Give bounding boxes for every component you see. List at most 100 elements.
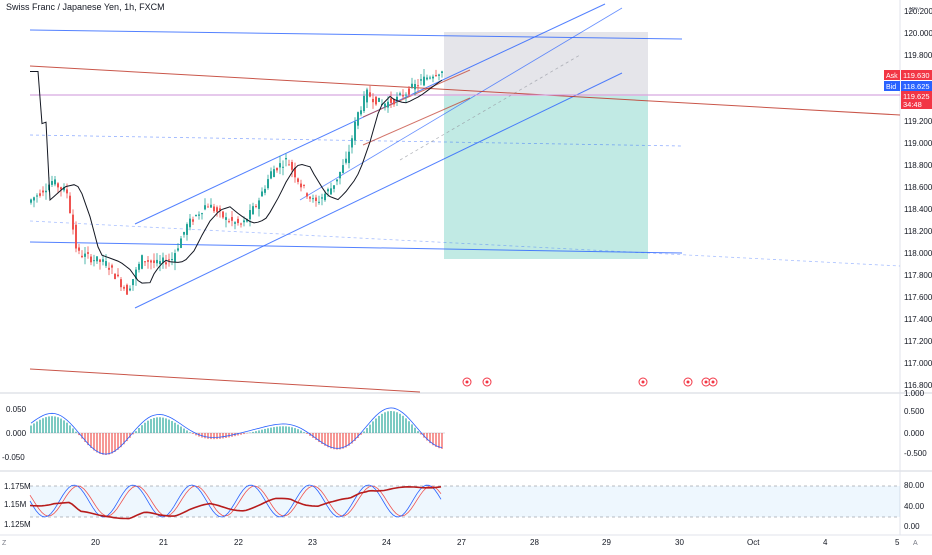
osc-bar	[183, 429, 184, 433]
candle-body	[282, 167, 284, 168]
candle-body	[357, 112, 359, 126]
osc-bar	[279, 426, 280, 433]
stoch-left-tick: 1.175M	[4, 482, 31, 491]
osc-bar	[174, 423, 175, 433]
candle-body	[123, 287, 125, 289]
stop-zone	[444, 96, 648, 259]
stoch-right-tick: 0.00	[904, 522, 920, 531]
candle-body	[150, 260, 152, 262]
price-tick-label: 118.200	[904, 227, 932, 236]
time-tick-label: 21	[159, 538, 168, 547]
candle-body	[360, 110, 362, 114]
candle-body	[267, 179, 269, 188]
candle-body	[348, 152, 350, 163]
price-tick-label: 119.200	[904, 117, 932, 126]
osc-bar	[258, 430, 259, 433]
candle-body	[234, 222, 236, 224]
candle-body	[144, 261, 146, 262]
osc-right-tick: 1.000	[904, 389, 925, 398]
osc-bar	[48, 416, 49, 433]
candle-body	[195, 215, 197, 216]
osc-bar	[393, 411, 394, 433]
candle-body	[402, 95, 404, 96]
candle-body	[249, 210, 251, 219]
candle-body	[54, 179, 56, 184]
osc-bar	[75, 432, 76, 433]
osc-bar	[276, 427, 277, 433]
osc-bar	[294, 428, 295, 433]
osc-left-tick: 0.000	[6, 429, 27, 438]
candle-body	[213, 206, 215, 211]
osc-bar	[372, 421, 373, 433]
osc-bar	[387, 411, 388, 433]
candle-body	[369, 92, 371, 96]
candle-body	[189, 219, 191, 228]
osc-bar	[297, 429, 298, 433]
price-tick-label: 117.600	[904, 293, 932, 302]
osc-bar	[405, 418, 406, 433]
candle-body	[93, 260, 95, 261]
stoch-right-tick: 40.00	[904, 502, 925, 511]
osc-bar	[105, 433, 106, 455]
candle-body	[84, 254, 86, 257]
osc-bar	[408, 421, 409, 433]
candle-body	[36, 195, 38, 196]
time-tick-label: 20	[91, 538, 100, 547]
candle-body	[330, 188, 332, 194]
osc-bar	[141, 425, 142, 433]
candle-body	[114, 274, 116, 279]
candle-body	[105, 261, 107, 266]
candle-body	[327, 189, 329, 191]
candle-body	[120, 279, 122, 287]
candle-body	[324, 194, 326, 200]
osc-bar	[54, 416, 55, 433]
osc-bar	[291, 427, 292, 433]
osc-bar	[180, 427, 181, 433]
stoch-left-tick: 1.15M	[4, 500, 27, 509]
candle-body	[231, 217, 233, 221]
osc-bar	[36, 421, 37, 433]
osc-bar	[45, 417, 46, 433]
osc-bar	[213, 433, 214, 439]
candle-body	[429, 78, 431, 79]
time-tick-label: 29	[602, 538, 611, 547]
osc-bar	[207, 433, 208, 439]
time-tick-label: 23	[308, 538, 317, 547]
osc-bar	[144, 423, 145, 433]
bid-tag-text: Bid	[886, 84, 896, 91]
candle-body	[96, 256, 98, 261]
osc-bar	[138, 428, 139, 433]
candle-body	[255, 206, 257, 207]
osc-bar	[330, 433, 331, 448]
event-marker-dot	[466, 381, 469, 384]
price-tick-label: 119.800	[904, 51, 932, 60]
countdown-value: 34:48	[903, 100, 922, 109]
price-tick-label: 120.000	[904, 29, 932, 38]
price-tick-label: 117.400	[904, 315, 932, 324]
candle-body	[153, 260, 155, 263]
osc-bar	[441, 433, 442, 449]
candle-body	[168, 259, 170, 260]
candle-body	[78, 247, 80, 250]
candle-body	[264, 189, 266, 193]
osc-bar	[339, 433, 340, 449]
osc-right-tick: -0.500	[904, 449, 927, 458]
osc-bar	[273, 427, 274, 433]
candle-body	[156, 260, 158, 263]
candle-body	[117, 275, 119, 277]
osc-bar	[222, 433, 223, 438]
candle-body	[420, 79, 422, 80]
candle-body	[228, 221, 230, 222]
candle-body	[417, 85, 419, 86]
candle-body	[102, 259, 104, 262]
osc-bar	[264, 429, 265, 433]
osc-bar	[153, 418, 154, 433]
candle-body	[318, 202, 320, 203]
osc-bar	[366, 428, 367, 433]
time-tick-label: 4	[823, 538, 828, 547]
currency-label: JPY	[908, 7, 921, 14]
candle-body	[183, 232, 185, 235]
candle-body	[45, 191, 47, 193]
